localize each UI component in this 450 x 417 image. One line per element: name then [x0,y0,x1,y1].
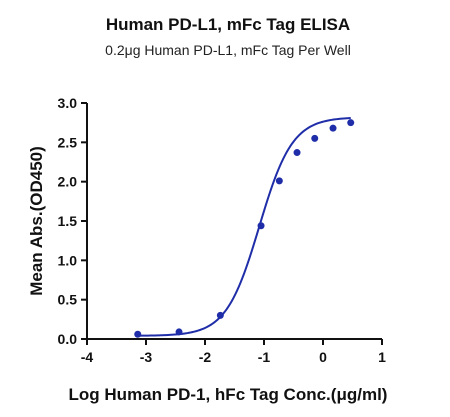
x-tick-label: 1 [378,349,386,365]
data-point [175,328,183,336]
y-tick-label: 2.0 [58,174,78,190]
x-tick-label: -1 [258,349,271,365]
y-tick-label: 3.0 [58,95,78,111]
data-points [134,119,355,338]
y-tick-label: 0.5 [58,292,78,308]
x-tick-label: -3 [140,349,153,365]
data-point [134,330,142,338]
y-axis-label: Mean Abs.(OD450) [27,146,46,296]
fit-curve [137,117,351,337]
chart-subtitle: 0.2μg Human PD-L1, mFc Tag Per Well [105,42,351,58]
data-point [216,311,224,319]
data-point [347,119,355,127]
y-tick-label: 0.0 [58,331,78,347]
x-tick-label: -2 [199,349,212,365]
y-tick-label: 1.0 [58,252,78,268]
data-point [311,134,319,142]
data-point [329,124,337,132]
data-point [257,222,265,230]
x-axis-label: Log Human PD-1, hFc Tag Conc.(μg/ml) [69,385,388,404]
x-ticks: -4 -3 -2 -1 0 1 [81,339,386,365]
axes [86,103,382,340]
data-point [275,177,283,185]
y-ticks: 0.0 0.5 1.0 1.5 2.0 2.5 3.0 [58,95,87,347]
data-point [293,149,301,157]
x-tick-label: -4 [81,349,94,365]
y-tick-label: 2.5 [58,134,78,150]
x-tick-label: 0 [319,349,327,365]
chart-title: Human PD-L1, mFc Tag ELISA [106,15,350,34]
y-tick-label: 1.5 [58,213,78,229]
